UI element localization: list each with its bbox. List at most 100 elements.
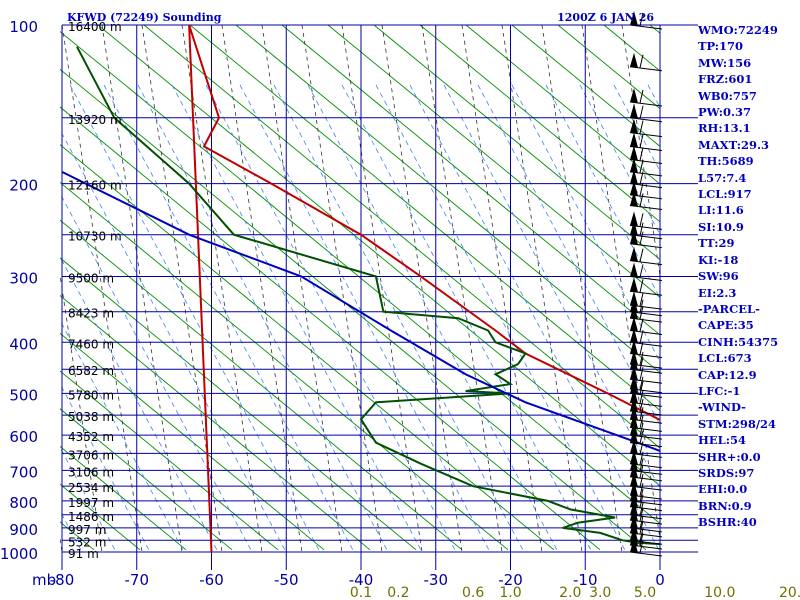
- index-item: RH:13.1: [698, 121, 751, 136]
- x-tick-label: -10: [573, 571, 598, 589]
- index-item: LFC:-1: [698, 383, 741, 398]
- wind-barb-pennant: [630, 462, 638, 478]
- wind-barb-pennant: [630, 220, 638, 236]
- x-unit-label: mb: [32, 571, 56, 589]
- height-label: 12160 m: [68, 179, 122, 193]
- wind-barb-pennant: [630, 52, 638, 68]
- chart-title: KFWD (72249) Sounding: [67, 11, 222, 24]
- wind-barb-feather: [639, 464, 644, 478]
- index-item: EHI:0.0: [698, 482, 748, 497]
- mixing-ratio-line: [60, 383, 151, 552]
- wind-barb-pennant: [630, 339, 638, 355]
- index-item: FRZ:601: [698, 72, 753, 87]
- wind-barb-feather: [639, 474, 644, 488]
- wind-barb: [629, 439, 663, 458]
- wind-barb-pennant: [630, 379, 638, 395]
- wind-barb: [629, 169, 663, 189]
- stability-indices-panel: WMO:72249 TP:170 MW:156 FRZ:601 WB0:757 PW:0.…: [698, 22, 798, 531]
- wind-barb-feather: [639, 330, 644, 344]
- mixing-ratio-line: [239, 84, 491, 552]
- wind-barb-feather: [639, 318, 644, 332]
- mixing-ratio-line: [409, 84, 660, 552]
- wind-barb-pennant: [630, 157, 638, 173]
- wind-barb-pennant: [630, 421, 638, 437]
- wind-barb-feather: [639, 451, 644, 465]
- wind-barb-staff: [629, 159, 663, 165]
- wind-barb-pennant: [630, 396, 638, 412]
- moist-adiabat: [541, 25, 623, 552]
- wind-barb-staff: [629, 204, 663, 210]
- wind-barb-feather: [639, 398, 644, 413]
- wind-barb-feather: [639, 182, 644, 196]
- index-item: LI:11.6: [698, 203, 744, 218]
- index-item: MAXT:29.3: [698, 137, 769, 152]
- wind-barb: [629, 246, 663, 266]
- height-label: 4352 m: [68, 430, 114, 444]
- wind-barb: [629, 229, 663, 249]
- dry-adiabat: [60, 408, 233, 551]
- mixing-ratio-label: 10.0: [704, 585, 735, 600]
- x-tick-label: -30: [424, 571, 449, 589]
- mixing-ratio-line: [171, 84, 423, 552]
- wind-barb-feather: [639, 483, 644, 497]
- wind-barb-pennant: [630, 132, 638, 148]
- height-label: 2534 m: [68, 481, 114, 495]
- wind-barb-feather: [639, 264, 644, 278]
- wind-barb-feather: [639, 532, 644, 547]
- pressure-tick-label: 100: [9, 18, 38, 36]
- axis-labels: 100 200 300 400 500 600 700 800 900 1000 16400 m 13…: [0, 18, 800, 600]
- mixing-ratio-label: 3.0: [589, 585, 611, 600]
- mixing-ratio-line: [69, 84, 321, 552]
- index-item: HEL:54: [698, 433, 746, 448]
- height-label: 8423 m: [68, 307, 114, 321]
- mixing-ratio-line: [103, 84, 355, 552]
- wind-barb-feather: [639, 528, 644, 542]
- wind-barb-feather: [639, 306, 644, 320]
- index-item: TP:170: [698, 39, 744, 54]
- moist-adiabat: [101, 25, 183, 552]
- pressure-tick-label: 600: [9, 428, 38, 446]
- pressure-tick-label: 700: [9, 463, 38, 481]
- dry-adiabat: [60, 257, 417, 551]
- x-tick-label: -60: [199, 571, 224, 589]
- wind-barb: [629, 355, 663, 374]
- x-tick-label: -50: [274, 571, 299, 589]
- wind-barb-feather: [639, 299, 644, 313]
- dry-adiabat: [60, 370, 279, 551]
- index-item: LCL:917: [698, 187, 752, 202]
- pressure-tick-label: 800: [9, 494, 38, 512]
- wind-barb-staff: [629, 243, 663, 249]
- index-item: TH:5689: [698, 154, 754, 169]
- mixing-ratio-label: 2.0: [559, 585, 581, 600]
- pressure-tick-label: 500: [9, 386, 38, 404]
- index-item: LCL:673: [698, 351, 752, 366]
- pressure-tick-label: 400: [9, 335, 38, 353]
- mixing-ratio-line: [375, 84, 627, 552]
- index-item: STM:298/24: [698, 416, 777, 431]
- index-item: BRN:0.9: [698, 498, 752, 513]
- wind-barb-pennant: [630, 472, 638, 488]
- wind-barb-staff: [629, 194, 663, 200]
- height-label: 5038 m: [68, 410, 114, 424]
- wind-barb-feather: [639, 415, 644, 429]
- index-item: -PARCEL-: [698, 301, 760, 316]
- wind-barb-feather: [639, 54, 644, 68]
- wind-barb: [629, 262, 663, 281]
- height-label: 1486 m: [68, 510, 114, 524]
- wind-barb-pennant: [630, 388, 638, 404]
- index-item: SW:96: [698, 269, 739, 284]
- moist-adiabat: [501, 25, 583, 552]
- wind-barb: [629, 304, 663, 323]
- wind-barb-pennant: [630, 428, 638, 444]
- x-tick-label: -20: [498, 571, 523, 589]
- wind-barb-feather: [639, 508, 644, 522]
- wind-barb: [629, 11, 663, 30]
- wind-barb: [629, 88, 663, 107]
- moist-adiabat: [341, 25, 423, 552]
- index-item: L57:7.4: [698, 170, 747, 185]
- pressure-tick-label: 900: [9, 521, 38, 539]
- index-item: KI:-18: [698, 252, 739, 267]
- moist-adiabat: [221, 25, 303, 552]
